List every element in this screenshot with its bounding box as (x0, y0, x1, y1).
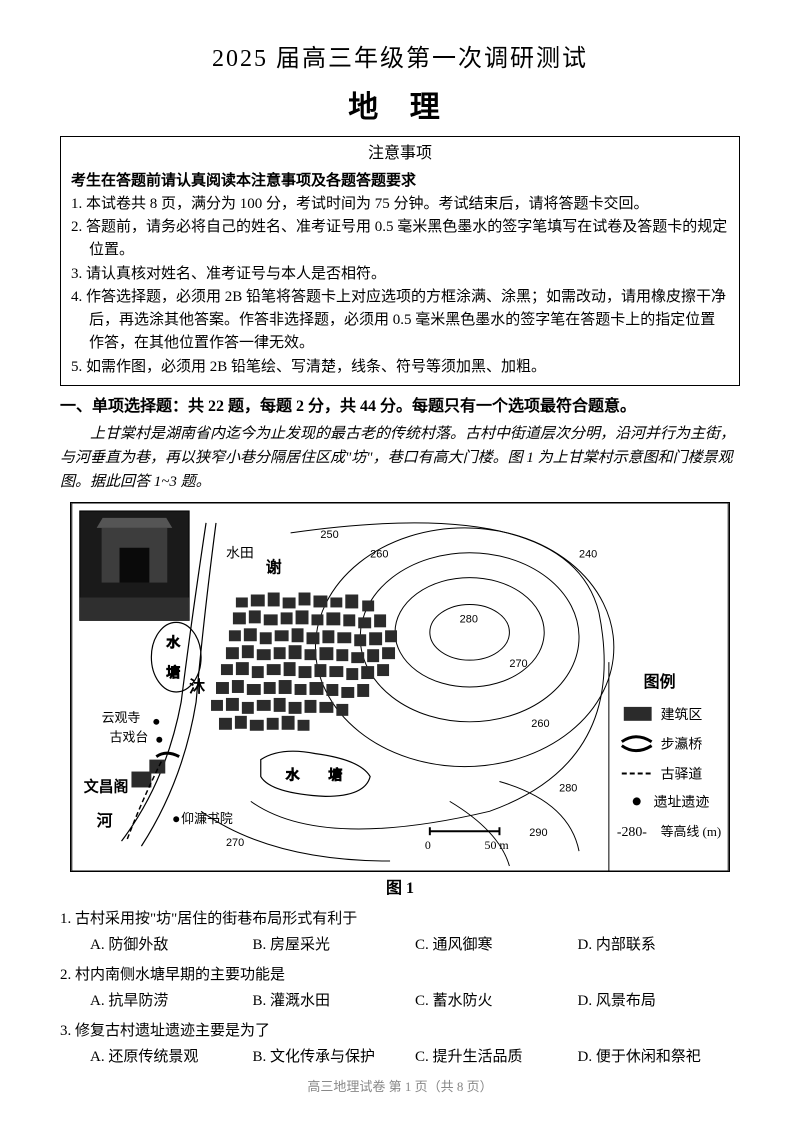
svg-text:270: 270 (509, 658, 527, 670)
notice-item-1: 1. 本试卷共 8 页，满分为 100 分，考试时间为 75 分钟。考试结束后，… (71, 193, 729, 216)
q1-opt-d: D. 内部联系 (578, 933, 741, 957)
svg-text:云观寺: 云观寺 (102, 709, 141, 724)
svg-text:文昌阁: 文昌阁 (84, 777, 129, 795)
question-3-stem: 3. 修复古村遗址遗迹主要是为了 (60, 1019, 740, 1043)
svg-text:步瀛桥: 步瀛桥 (661, 735, 703, 752)
question-1-stem: 1. 古村采用按"坊"居住的街巷布局形式有利于 (60, 907, 740, 931)
q3-opt-d: D. 便于休闲和祭祀 (578, 1045, 741, 1069)
svg-text:仰濂书院: 仰濂书院 (181, 811, 233, 826)
svg-text:50 m: 50 m (485, 838, 510, 852)
figure-1-wrap: 280 270 260 250 260 280 290 270 240 水田 谢… (60, 502, 740, 872)
notice-item-3: 3. 请认真核对姓名、准考证号与本人是否相符。 (71, 263, 729, 286)
passage-text: 上甘棠村是湖南省内迄今为止发现的最古老的传统村落。古村中街道层次分明，沿河并行为… (60, 422, 740, 494)
notice-item-5: 5. 如需作图，必须用 2B 铅笔绘、写清楚，线条、符号等须加黑、加粗。 (71, 356, 729, 379)
svg-text:280: 280 (559, 782, 577, 794)
page-footer: 高三地理试卷 第 1 页（共 8 页） (60, 1077, 740, 1098)
q1-opt-b: B. 房屋采光 (253, 933, 416, 957)
q2-opt-b: B. 灌溉水田 (253, 989, 416, 1013)
q3-opt-a: A. 还原传统景观 (90, 1045, 253, 1069)
q1-opt-a: A. 防御外敌 (90, 933, 253, 957)
q3-opt-c: C. 提升生活品质 (415, 1045, 578, 1069)
figure-1-map: 280 270 260 250 260 280 290 270 240 水田 谢… (70, 502, 730, 872)
q2-opt-a: A. 抗旱防涝 (90, 989, 253, 1013)
q1-opt-c: C. 通风御寒 (415, 933, 578, 957)
notice-item-4: 4. 作答选择题，必须用 2B 铅笔将答题卡上对应选项的方框涂满、涂黑；如需改动… (71, 286, 729, 356)
svg-text:水: 水 (286, 767, 300, 783)
q2-opt-c: C. 蓄水防火 (415, 989, 578, 1013)
svg-text:290: 290 (529, 827, 547, 839)
exam-subject: 地 理 (60, 84, 740, 132)
svg-text:270: 270 (226, 837, 244, 849)
notice-item-2: 2. 答题前，请务必将自己的姓名、准考证号用 0.5 毫米黑色墨水的签字笔填写在… (71, 216, 729, 263)
question-1-options: A. 防御外敌 B. 房屋采光 C. 通风御寒 D. 内部联系 (60, 933, 740, 957)
svg-text:谢: 谢 (266, 557, 282, 576)
section-1-heading: 一、单项选择题：共 22 题，每题 2 分，共 44 分。每题只有一个选项最符合… (60, 394, 740, 420)
svg-text:河: 河 (97, 811, 113, 830)
q3-opt-b: B. 文化传承与保护 (253, 1045, 416, 1069)
svg-text:260: 260 (531, 717, 549, 729)
svg-text:沐: 沐 (189, 677, 205, 696)
svg-text:图例: 图例 (644, 672, 676, 691)
svg-text:建筑区: 建筑区 (661, 706, 703, 722)
question-2-stem: 2. 村内南侧水塘早期的主要功能是 (60, 963, 740, 987)
svg-text:280: 280 (460, 613, 478, 625)
q2-opt-d: D. 风景布局 (578, 989, 741, 1013)
svg-text:0: 0 (425, 838, 431, 852)
svg-text:水: 水 (166, 635, 180, 651)
notice-heading: 注意事项 (71, 141, 729, 167)
notice-box: 注意事项 考生在答题前请认真阅读本注意事项及各题答题要求 1. 本试卷共 8 页… (60, 136, 740, 386)
svg-text:-280-: -280- (617, 825, 647, 840)
svg-text:240: 240 (579, 548, 597, 560)
exam-main-title: 2025 届高三年级第一次调研测试 (60, 40, 740, 78)
figure-1-caption: 图 1 (60, 876, 740, 902)
svg-text:遗址遗迹: 遗址遗迹 (654, 794, 710, 810)
svg-text:古驿道: 古驿道 (661, 766, 703, 782)
question-3-options: A. 还原传统景观 B. 文化传承与保护 C. 提升生活品质 D. 便于休闲和祭… (60, 1045, 740, 1069)
svg-text:塘: 塘 (328, 767, 342, 783)
svg-text:等高线 (m): 等高线 (m) (661, 824, 722, 839)
svg-text:260: 260 (370, 548, 388, 560)
question-2-options: A. 抗旱防涝 B. 灌溉水田 C. 蓄水防火 D. 风景布局 (60, 989, 740, 1013)
svg-text:水田: 水田 (226, 545, 254, 561)
svg-text:250: 250 (320, 528, 338, 540)
svg-text:古戏台: 古戏台 (110, 729, 149, 744)
inset-photo (80, 511, 189, 620)
notice-lead: 考生在答题前请认真阅读本注意事项及各题答题要求 (71, 169, 729, 193)
svg-text:塘: 塘 (166, 665, 180, 681)
